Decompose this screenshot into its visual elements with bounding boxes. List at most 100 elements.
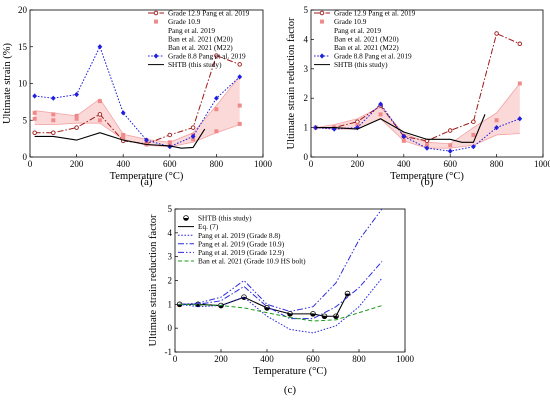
x-tick-label: 400: [260, 354, 274, 364]
series-line: [179, 277, 383, 334]
plot-frame: [29, 9, 264, 158]
x-tick-label: 800: [490, 159, 504, 169]
y-tick-label: 5: [168, 204, 173, 214]
x-tick-label: 600: [306, 354, 320, 364]
series-line: [179, 209, 383, 312]
y-tick-label: 4: [168, 228, 173, 238]
data-point: [425, 143, 429, 148]
data-point: [97, 44, 103, 50]
data-point: [190, 133, 196, 140]
plot-frame: [310, 9, 544, 158]
y-axis-label: Ultimate strain reduction factor: [286, 17, 297, 150]
series-line: [179, 303, 383, 322]
data-point-fill: [183, 218, 189, 221]
x-tick-label: 600: [443, 159, 457, 169]
data-point: [447, 148, 453, 154]
legend-label: Pang et al. 2019 (Grade 10.9): [198, 239, 285, 248]
legend-label: SHTB (this study): [168, 60, 222, 69]
data-point: [74, 116, 79, 121]
data-point: [355, 122, 360, 127]
data-point: [154, 19, 158, 24]
data-point-fill: [333, 316, 339, 319]
data-point: [74, 125, 79, 130]
legend-label: Grade 10.9: [168, 17, 201, 26]
x-tick-label: 400: [116, 159, 130, 169]
legend-label: SHTB (this study): [334, 60, 388, 69]
x-tick-label: 0: [28, 159, 33, 169]
x-axis-label: Temperature (°C): [253, 366, 327, 377]
series-4: [179, 209, 383, 312]
y-axis-label: Ultimate strain (%): [2, 42, 13, 124]
data-point: [471, 144, 476, 150]
data-point: [51, 118, 56, 123]
data-point-fill: [287, 313, 293, 317]
legend-label: Ban et al. 2021 (M20): [168, 34, 233, 43]
legend-label: SHTB (this study): [198, 214, 252, 223]
band-edge-line: [315, 83, 521, 145]
x-tick-label: 200: [70, 159, 84, 169]
x-axis-label: Temperature (°C): [390, 171, 464, 182]
data-point: [320, 19, 324, 24]
legend-label: Grade 8.8 Pang et al. 2019: [168, 52, 246, 61]
x-tick-label: 400: [397, 159, 411, 169]
data-point: [378, 112, 383, 117]
data-point: [32, 93, 38, 99]
y-tick-label: 3: [168, 252, 173, 262]
data-point: [401, 138, 406, 143]
chart-b: 0 200 400 600 800 1000 0 1 2 3 4 5 Temperature (°C) U…: [286, 5, 550, 188]
data-point: [32, 116, 37, 121]
legend-label: Grade 10.9: [334, 17, 367, 26]
x-tick-label: 1000: [534, 159, 550, 169]
data-point: [153, 53, 159, 59]
x-tick-label: 1000: [254, 159, 273, 169]
series-6: [34, 128, 206, 149]
subfigure-caption: (b): [421, 176, 434, 188]
y-tick-label: 3: [304, 64, 309, 74]
data-point: [237, 74, 243, 80]
data-point: [378, 101, 383, 107]
subfigure-caption: (a): [140, 176, 153, 188]
data-point: [120, 110, 126, 116]
data-point: [51, 130, 56, 135]
data-point: [51, 112, 56, 117]
y-tick-label: 2: [304, 93, 309, 103]
legend-label: Pang et al. 2019 (Grade 8.8): [198, 231, 281, 240]
data-point: [121, 132, 126, 137]
data-point: [401, 133, 407, 140]
series-line: [315, 114, 486, 143]
legend-label: Ban et al. 2021 (M20): [334, 34, 399, 43]
y-tick-label: 10: [18, 79, 28, 89]
series-3: [179, 261, 383, 320]
data-point: [494, 31, 499, 36]
data-point: [97, 112, 103, 117]
data-point: [214, 107, 219, 112]
data-point: [167, 144, 173, 150]
chart-a: 0 200 400 600 800 1000 0 5 10 15 20 Temperature (°C…: [2, 5, 273, 188]
data-point: [517, 81, 522, 86]
band-edge-line: [34, 75, 241, 143]
data-point: [144, 137, 149, 143]
legend-label: Ban et al. 2021 (M22): [334, 43, 399, 52]
series-line: [34, 45, 241, 148]
band-edge-line: [315, 118, 520, 149]
data-point: [190, 125, 196, 130]
x-tick-label: 0: [309, 159, 314, 169]
data-point: [471, 132, 476, 137]
data-point: [237, 103, 242, 108]
series-line: [179, 261, 383, 320]
data-point: [237, 121, 242, 126]
y-axis-label: Ultimate strain reduction factor: [148, 214, 159, 347]
y-tick-label: 5: [23, 115, 28, 125]
data-point: [237, 62, 242, 67]
y-tick-label: 0: [168, 323, 173, 333]
y-tick-label: 2: [168, 276, 173, 286]
data-point: [97, 99, 102, 104]
data-point: [50, 95, 56, 101]
y-tick-label: 1: [168, 299, 173, 309]
data-point: [517, 41, 523, 47]
x-axis-label: Temperature (°C): [110, 171, 184, 182]
data-point: [214, 129, 219, 134]
data-point: [74, 113, 79, 118]
